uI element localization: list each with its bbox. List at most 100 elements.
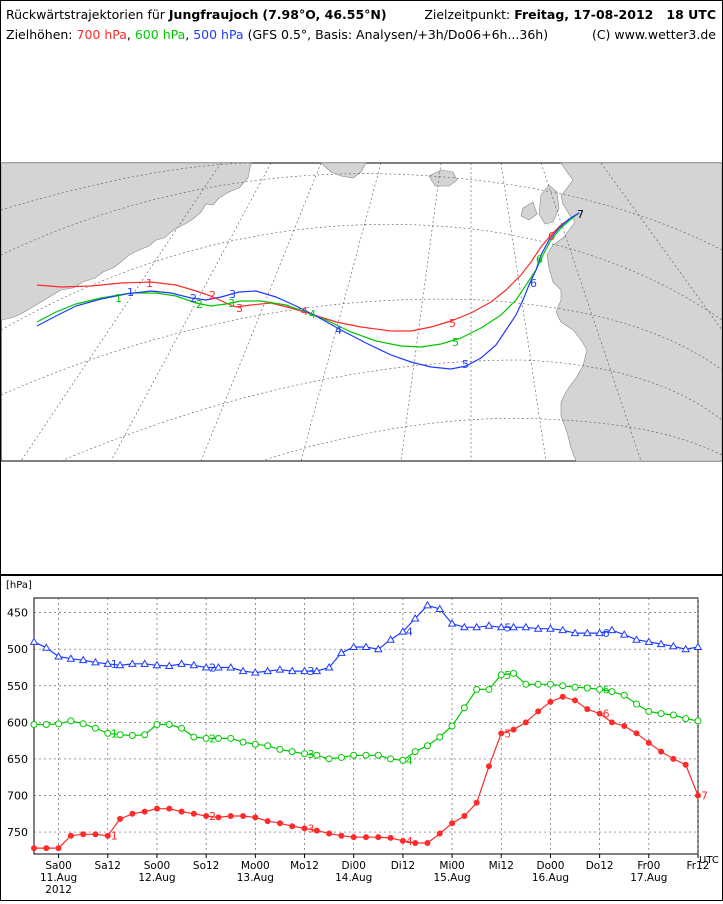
data-point xyxy=(338,832,345,839)
legend-700: 700 hPa xyxy=(76,27,127,42)
map-label-700-6: 6 xyxy=(548,230,555,243)
data-point xyxy=(91,724,99,732)
data-point xyxy=(582,628,592,637)
map-label-600-2: 2 xyxy=(196,298,203,311)
data-point xyxy=(152,660,162,669)
data-point xyxy=(534,680,542,688)
data-point xyxy=(91,657,100,666)
data-point xyxy=(459,622,469,631)
map-label-700-3: 3 xyxy=(236,302,243,315)
day-label: 7 xyxy=(701,789,708,802)
data-point xyxy=(66,654,76,662)
y-tick-label: 750 xyxy=(7,826,28,839)
data-point xyxy=(473,799,480,806)
data-point xyxy=(42,721,50,729)
data-point xyxy=(128,732,136,740)
data-point xyxy=(386,635,395,643)
data-point xyxy=(387,834,394,841)
x-tick-label: Fr00 xyxy=(637,860,660,872)
x-tick-label: Fr12 xyxy=(687,860,710,872)
data-point xyxy=(127,659,137,667)
data-point xyxy=(595,628,605,637)
x-axis-unit: UTC xyxy=(699,855,719,866)
data-point xyxy=(240,812,247,819)
data-point xyxy=(363,834,369,841)
data-point xyxy=(29,637,39,645)
x-tick-label: So12 xyxy=(193,860,219,872)
trajectory-500 xyxy=(36,212,580,370)
data-point xyxy=(693,642,703,651)
data-point xyxy=(214,734,222,742)
data-point xyxy=(694,717,702,725)
day-label: 4 xyxy=(406,626,413,639)
data-point xyxy=(362,751,370,759)
map-label-500-4: 4 xyxy=(335,324,342,337)
data-point xyxy=(621,723,628,729)
day-label: 1 xyxy=(111,727,118,740)
data-point xyxy=(571,683,579,691)
map-label-700-7: 7 xyxy=(577,208,584,221)
data-point xyxy=(522,719,529,726)
data-point xyxy=(447,619,457,627)
data-point xyxy=(251,740,259,748)
x-date-label: 11.Aug xyxy=(40,872,77,884)
data-point xyxy=(682,715,690,723)
chart-series: 1 2 3 4 5 6 7 1 2 3 4 5 6 1 2 3 4 5 6 xyxy=(29,600,708,852)
day-label: 5 xyxy=(504,621,511,634)
x-date-label: 17.Aug xyxy=(630,872,667,884)
y-tick-label: 450 xyxy=(7,607,28,620)
data-point xyxy=(460,704,468,712)
data-point xyxy=(115,660,125,669)
data-point xyxy=(546,680,554,688)
data-point xyxy=(608,719,615,726)
data-point xyxy=(116,731,124,739)
data-point xyxy=(80,831,87,838)
data-point xyxy=(361,642,371,651)
data-point xyxy=(645,739,652,746)
x-tick-label: Sa12 xyxy=(95,860,121,872)
data-point xyxy=(289,823,296,830)
data-point xyxy=(410,613,420,622)
series-600-hPa: 1 2 3 4 5 6 xyxy=(30,669,702,767)
data-point xyxy=(178,724,186,732)
data-point xyxy=(326,830,333,837)
data-point xyxy=(227,812,234,819)
data-point xyxy=(375,834,382,841)
day-label: 2 xyxy=(209,661,216,674)
data-point xyxy=(559,693,566,700)
trajectory-700 xyxy=(36,212,580,332)
data-point xyxy=(337,753,345,761)
x-tick-label: Di00 xyxy=(342,860,366,872)
ireland-land xyxy=(520,201,538,221)
data-point xyxy=(67,717,75,725)
map-label-700-2: 2 xyxy=(209,289,216,302)
copyright: (C) www.wetter3.de xyxy=(591,27,716,42)
data-point xyxy=(30,721,38,729)
chart-grid xyxy=(34,598,699,854)
data-point xyxy=(485,763,492,770)
day-label: 4 xyxy=(406,754,413,767)
day-label: 1 xyxy=(111,658,118,671)
y-tick-label: 500 xyxy=(7,643,28,656)
data-point xyxy=(54,652,63,660)
data-point xyxy=(313,751,321,759)
data-point xyxy=(349,642,359,651)
data-point xyxy=(619,630,629,638)
map-label-500-2: 2 xyxy=(190,292,197,305)
data-point xyxy=(658,748,665,755)
data-point xyxy=(521,622,531,631)
data-point xyxy=(510,726,517,733)
data-point xyxy=(633,730,640,737)
data-point xyxy=(103,659,113,667)
data-point xyxy=(55,845,62,852)
x-tick-label: So00 xyxy=(144,860,170,872)
series-700-hPa: 1 2 3 4 5 6 7 xyxy=(31,693,708,852)
data-point xyxy=(203,812,210,819)
x-tick-label: Mo12 xyxy=(290,860,319,872)
data-point xyxy=(695,792,701,799)
europe-land xyxy=(546,162,723,462)
x-date-label: 12.Aug xyxy=(138,872,175,884)
x-tick-label: Do12 xyxy=(586,860,614,872)
day-label: 6 xyxy=(603,683,610,696)
legend-600: 600 hPa xyxy=(134,27,186,42)
